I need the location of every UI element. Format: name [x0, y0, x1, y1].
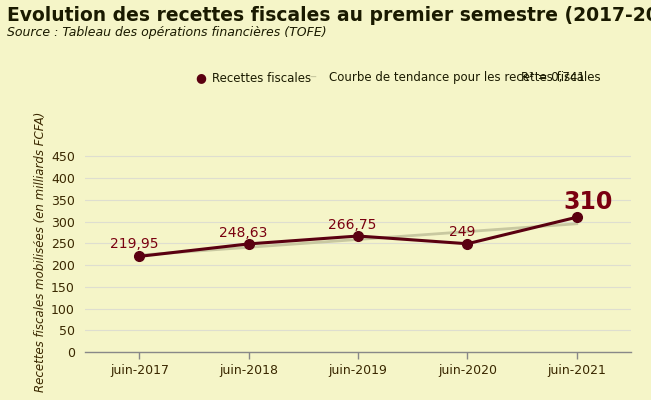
- Text: 248,63: 248,63: [219, 226, 268, 240]
- Text: ●: ●: [195, 72, 206, 84]
- Y-axis label: Recettes fiscales mobilisées (en milliards FCFA): Recettes fiscales mobilisées (en milliar…: [34, 112, 47, 392]
- Text: Evolution des recettes fiscales au premier semestre (2017-2021): Evolution des recettes fiscales au premi…: [7, 6, 651, 25]
- Text: 310: 310: [563, 190, 613, 214]
- Text: Courbe de tendance pour les recettes fiscales: Courbe de tendance pour les recettes fis…: [329, 72, 600, 84]
- Text: Source : Tableau des opérations financières (TOFE): Source : Tableau des opérations financiè…: [7, 26, 326, 39]
- Text: 266,75: 266,75: [328, 218, 377, 232]
- Text: R² = 0,741: R² = 0,741: [521, 72, 585, 84]
- Text: 219,95: 219,95: [109, 237, 158, 251]
- Text: 249: 249: [449, 225, 475, 239]
- Text: –: –: [309, 71, 316, 85]
- Text: Recettes fiscales: Recettes fiscales: [212, 72, 311, 84]
